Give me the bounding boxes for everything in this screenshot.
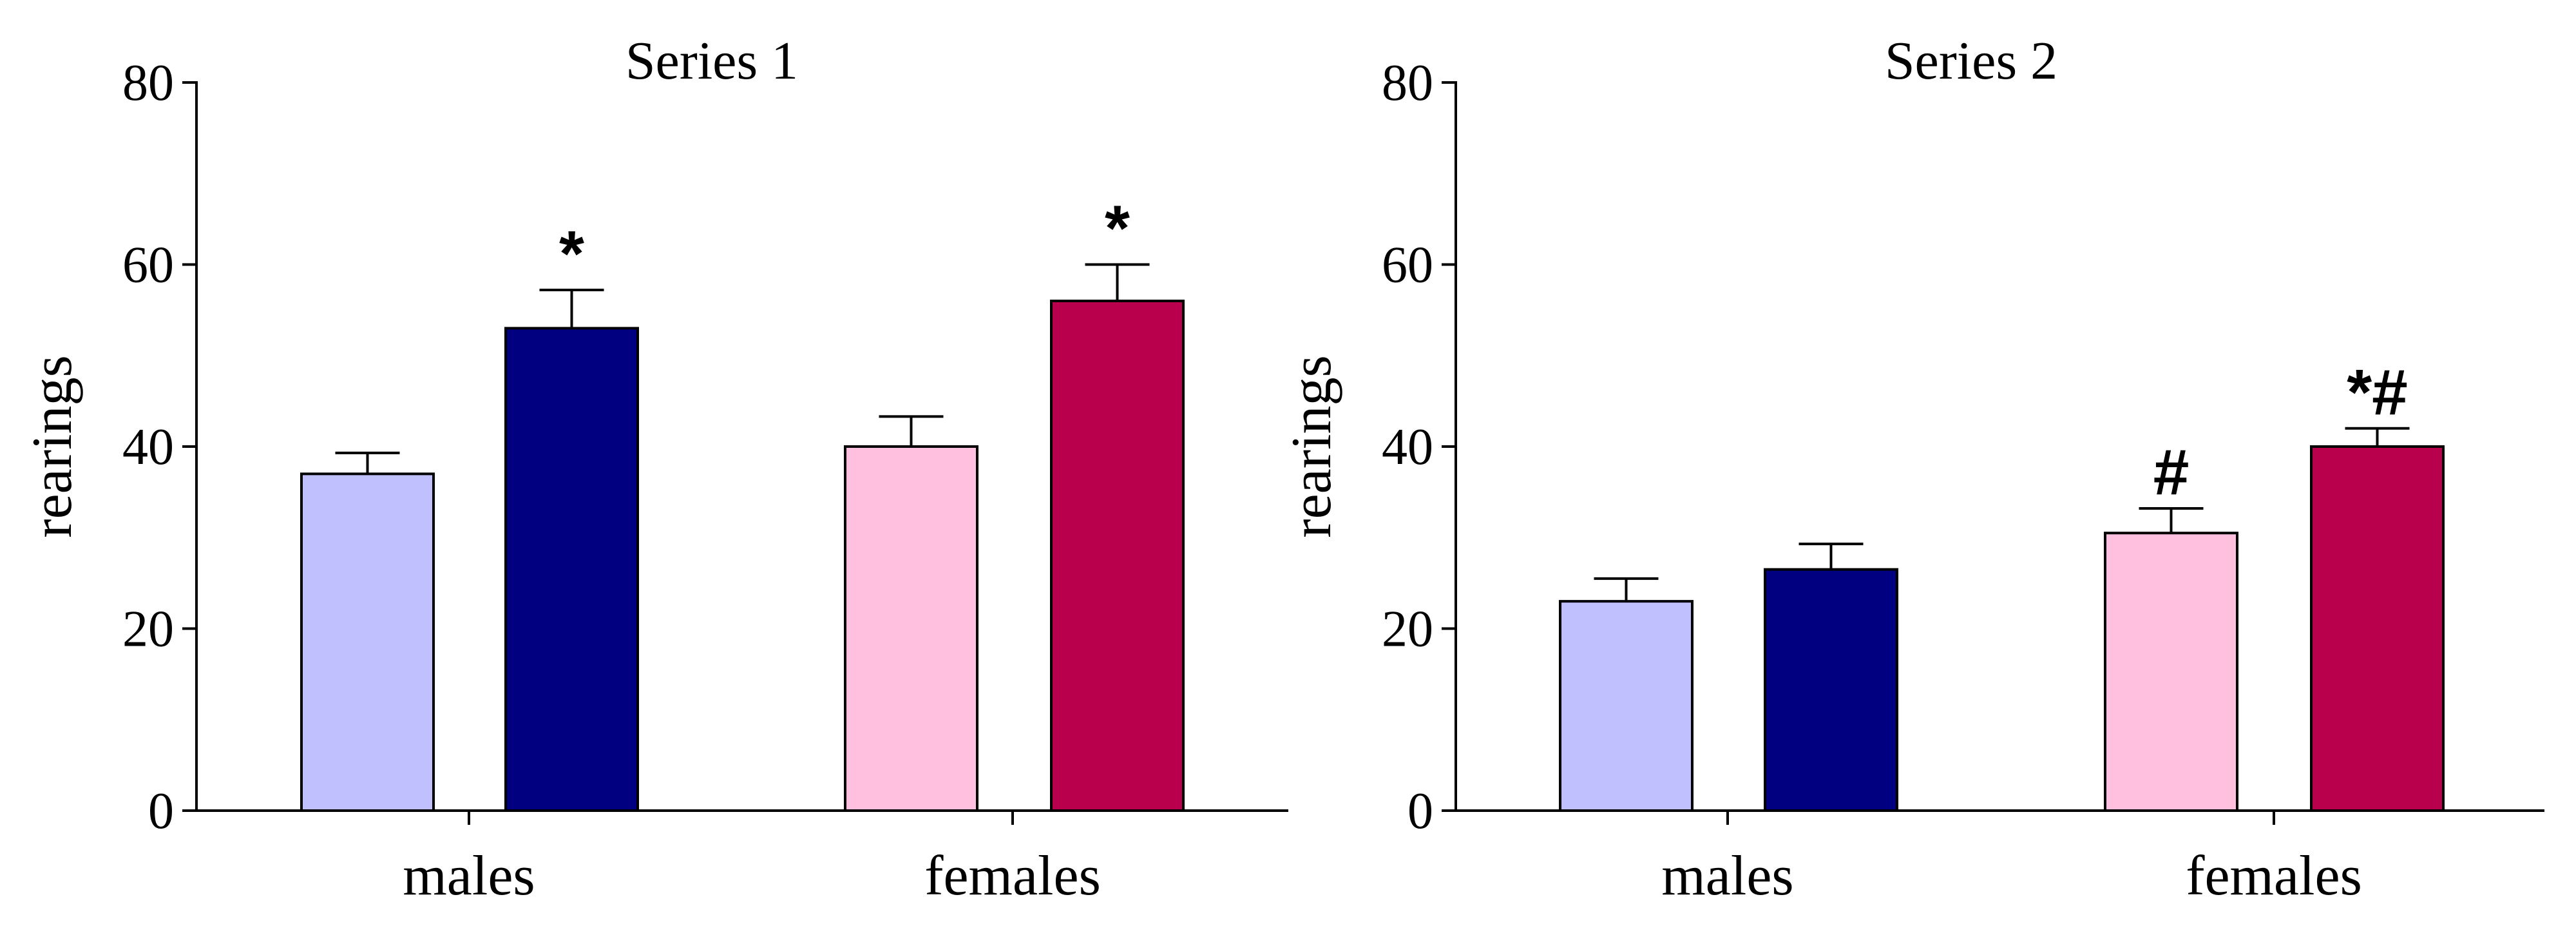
y-axis-title: rearings	[21, 355, 84, 537]
y-tick-label: 40	[1382, 419, 1433, 476]
y-tick-label: 0	[1407, 783, 1433, 840]
y-tick-label: 20	[122, 601, 174, 658]
bar-males-dark	[504, 327, 639, 812]
x-category-label: males	[403, 845, 535, 907]
x-category-label: females	[2186, 845, 2362, 907]
y-tick-label: 60	[122, 237, 174, 294]
x-category-label: males	[1661, 845, 1793, 907]
y-tick-label: 20	[1382, 601, 1433, 658]
chart-panel-series-1: Series 1 rearings 0 20 40 60 80 * * males females	[21, 31, 1288, 907]
bar-females-light	[2104, 532, 2238, 812]
significance-marker: *#	[2347, 356, 2408, 429]
y-tick-label: 60	[1382, 237, 1433, 294]
chart-title: Series 2	[1885, 31, 2057, 91]
y-axis-title: rearings	[1281, 355, 1343, 537]
y-tick-label: 80	[122, 55, 174, 111]
y-tick-label: 80	[1382, 55, 1433, 111]
bar-males-light	[300, 472, 435, 812]
bar-females-dark	[1050, 300, 1185, 812]
y-tick-label: 0	[148, 783, 174, 840]
bar-females-dark	[2310, 445, 2445, 812]
bar-males-dark	[1764, 568, 1898, 812]
chart-title: Series 1	[625, 31, 798, 91]
significance-marker: #	[2153, 436, 2190, 508]
significance-marker: *	[559, 218, 584, 290]
bar-females-light	[844, 445, 978, 812]
y-tick-label: 40	[122, 419, 174, 476]
bar-males-light	[1559, 600, 1693, 812]
chart-panel-series-2: Series 2 rearings 0 20 40 60 80 # *# males females	[1281, 31, 2544, 907]
significance-marker: *	[1105, 193, 1130, 265]
x-category-label: females	[924, 845, 1101, 907]
